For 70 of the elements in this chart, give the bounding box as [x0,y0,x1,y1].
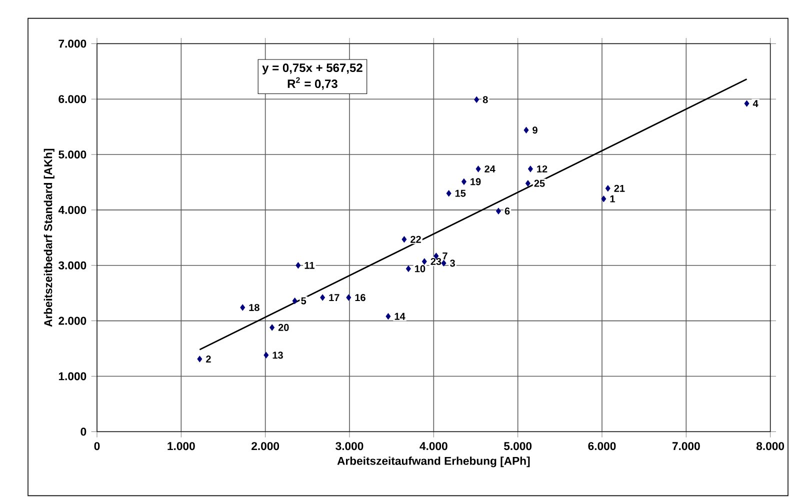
y-tick-label: 6.000 [58,95,86,104]
y-tick-label: 2.000 [58,316,86,325]
point [461,178,466,185]
point [422,258,427,265]
point [320,294,326,301]
point [264,352,269,358]
annotation: 24 [484,165,496,172]
annotation: 25 [534,180,545,187]
x-tick-label: 5.000 [504,442,532,450]
annotation: 10 [415,265,426,272]
point [346,294,352,301]
annotation: 8 [482,96,488,104]
annotation: 12 [537,165,548,172]
annotation: 7 [442,252,448,260]
x-tick-label: 0 [94,442,100,450]
annotation: 5 [301,297,306,304]
x-tick-label: 6.000 [588,442,616,450]
annotation: 22 [410,236,421,243]
point [605,185,610,192]
annotation: 20 [278,324,289,332]
y-tick-label: 7.000 [58,40,86,48]
point [296,262,301,269]
point [402,236,407,243]
annotation: 15 [455,190,466,197]
annotation: 6 [504,208,510,215]
annotation: 23 [430,258,442,266]
annotation: 13 [272,352,283,359]
x-tick-label: 1.000 [168,442,195,450]
annotation: 1 [610,195,615,202]
point [496,208,501,214]
x-tick-label: 2.000 [252,442,280,450]
y-tick-label: 5.000 [58,150,86,159]
annotation: 16 [355,294,366,302]
annotation: 4 [752,100,758,107]
y-tick-label: 3.000 [58,261,86,270]
point [525,180,530,187]
annotation: 14 [394,312,406,320]
annotation: R$^{2}$ = 0,73 [288,77,338,90]
x-tick-label: 8.000 [756,442,784,450]
point [744,100,750,107]
point [528,166,533,172]
x-axis-title: Arbeitszeitaufwand Erhebung [APh] [337,456,530,468]
point [441,260,446,266]
point [474,96,480,103]
point [240,304,246,311]
point [292,298,298,304]
annotation: 21 [614,184,625,192]
point [386,313,391,320]
annotation: 18 [249,304,260,312]
x-tick-label: 7.000 [672,442,700,450]
annotation: y = 0,75x + 567,52 [262,64,362,74]
annotation: 3 [450,260,455,267]
y-axis-title: Arbeitszeitbedarf Standard [AKh] [44,148,54,327]
y-tick-label: 1.000 [58,372,86,380]
point [270,324,275,331]
annotation: 9 [532,126,538,134]
y-tick-label: 4.000 [58,206,86,214]
annotation: 17 [329,294,340,301]
point [601,196,606,202]
y-tick-label: 0 [80,428,86,436]
point [524,126,529,134]
point [446,190,452,197]
annotation: 19 [470,178,481,186]
x-tick-label: 4.000 [420,442,448,450]
point [476,166,481,172]
point [406,266,411,272]
annotation: 2 [206,356,211,363]
point [197,356,202,362]
x-tick-label: 3.000 [336,442,364,450]
annotation: 11 [304,262,314,269]
